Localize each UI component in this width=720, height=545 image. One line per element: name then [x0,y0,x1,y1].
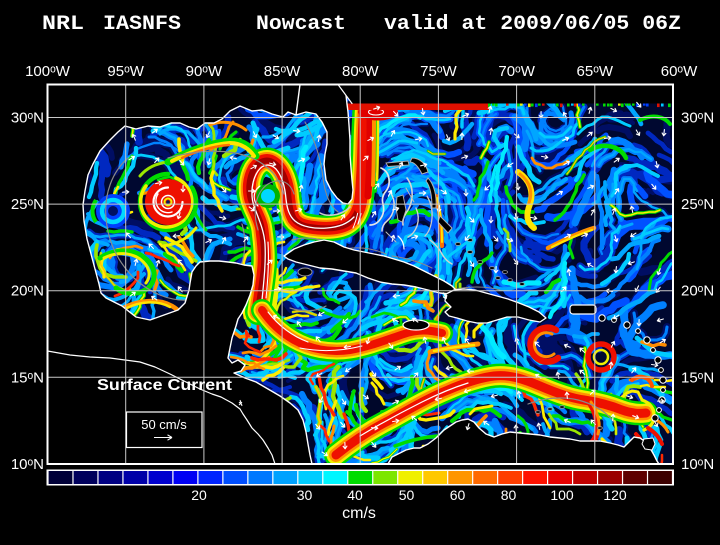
svg-text:20ᵒN: 20ᵒN [681,283,714,300]
svg-text:30: 30 [297,487,313,503]
svg-text:25ᵒN: 25ᵒN [11,196,44,213]
svg-text:50 cm/s: 50 cm/s [141,417,187,432]
svg-text:65ᵒW: 65ᵒW [577,63,614,80]
svg-text:95ᵒW: 95ᵒW [107,63,144,80]
svg-text:80: 80 [501,487,517,503]
svg-text:15ᵒN: 15ᵒN [681,369,714,386]
svg-text:NRL: NRL [42,13,84,36]
svg-text:20: 20 [191,487,207,503]
svg-text:40: 40 [347,487,363,503]
svg-text:60: 60 [450,487,466,503]
svg-text:75ᵒW: 75ᵒW [420,63,457,80]
svg-text:85ᵒW: 85ᵒW [264,63,301,80]
svg-text:60ᵒW: 60ᵒW [661,63,698,80]
svg-text:70ᵒW: 70ᵒW [498,63,535,80]
svg-text:25ᵒN: 25ᵒN [681,196,714,213]
svg-text:30ᵒN: 30ᵒN [681,110,714,127]
svg-text:20ᵒN: 20ᵒN [11,283,44,300]
svg-text:120: 120 [603,487,627,503]
svg-text:80ᵒW: 80ᵒW [342,63,379,80]
svg-text:IASNFS: IASNFS [103,13,181,36]
svg-text:100ᵒW: 100ᵒW [25,63,71,80]
svg-text:15ᵒN: 15ᵒN [11,369,44,386]
svg-text:Nowcast: Nowcast [256,13,346,36]
svg-text:50: 50 [399,487,415,503]
svg-text:100: 100 [550,487,574,503]
svg-text:10ᵒN: 10ᵒN [11,456,44,473]
svg-text:30ᵒN: 30ᵒN [11,110,44,127]
svg-text:90ᵒW: 90ᵒW [186,63,223,80]
svg-text:10ᵒN: 10ᵒN [681,456,714,473]
svg-text:valid at 2009/06/05 06Z: valid at 2009/06/05 06Z [384,13,681,36]
svg-text:Surface Current: Surface Current [97,377,233,394]
svg-text:cm/s: cm/s [342,505,376,522]
